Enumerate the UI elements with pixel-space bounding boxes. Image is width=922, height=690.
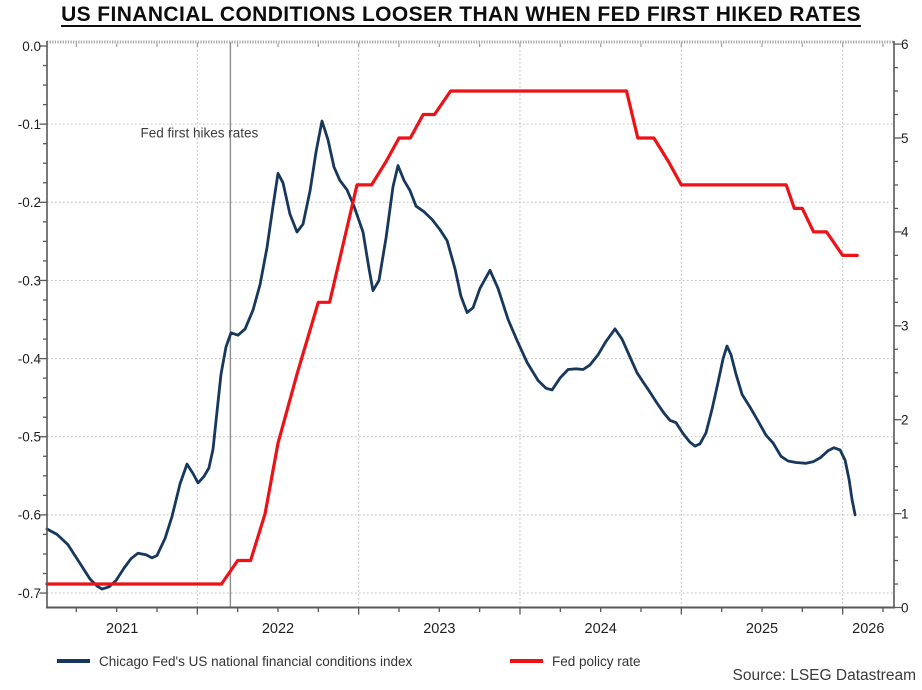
policy-rate-line bbox=[45, 89, 859, 586]
title-bar: US FINANCIAL CONDITIONS LOOSER THAN WHEN… bbox=[0, 3, 922, 27]
policy-rate-line-swatch-icon bbox=[510, 659, 543, 663]
right-tick-label: 6 bbox=[901, 37, 909, 52]
right-tick-label: 1 bbox=[901, 506, 909, 521]
x-year-label: 2023 bbox=[423, 621, 455, 637]
event-annotation: Fed first hikes rates bbox=[141, 126, 259, 141]
x-year-label: 2021 bbox=[106, 621, 138, 637]
right-tick-label: 3 bbox=[901, 319, 909, 334]
nfci-line bbox=[45, 119, 857, 591]
x-year-label: 2022 bbox=[262, 621, 294, 637]
left-tick-label: -0.7 bbox=[18, 586, 41, 601]
right-tick-label: 4 bbox=[901, 225, 909, 240]
left-tick-label: -0.6 bbox=[18, 508, 41, 523]
left-tick-label: 0.0 bbox=[22, 39, 41, 54]
left-tick-label: -0.3 bbox=[18, 273, 41, 288]
nfci-line-swatch-icon bbox=[57, 659, 90, 663]
x-year-label: 2026 bbox=[852, 621, 884, 637]
page-title: US FINANCIAL CONDITIONS LOOSER THAN WHEN… bbox=[61, 3, 861, 26]
right-tick-label: 2 bbox=[901, 413, 909, 428]
left-tick-label: -0.2 bbox=[18, 195, 41, 210]
chart-legend: Chicago Fed's US national financial cond… bbox=[0, 651, 922, 671]
legend-item-nfci: Chicago Fed's US national financial cond… bbox=[57, 651, 412, 671]
legend-label-fed-policy-rate: Fed policy rate bbox=[552, 653, 641, 669]
x-year-label: 2025 bbox=[746, 621, 778, 637]
legend-label-nfci: Chicago Fed's US national financial cond… bbox=[99, 653, 413, 669]
right-tick-label: 0 bbox=[901, 600, 909, 615]
left-tick-label: -0.1 bbox=[18, 117, 41, 132]
left-tick-label: -0.5 bbox=[18, 430, 41, 445]
x-year-label: 2024 bbox=[585, 621, 617, 637]
right-tick-label: 5 bbox=[901, 131, 909, 146]
legend-item-fed-policy-rate: Fed policy rate bbox=[510, 651, 641, 671]
source-credit: Source: LSEG Datastream bbox=[732, 667, 917, 684]
left-tick-label: -0.4 bbox=[18, 351, 42, 366]
